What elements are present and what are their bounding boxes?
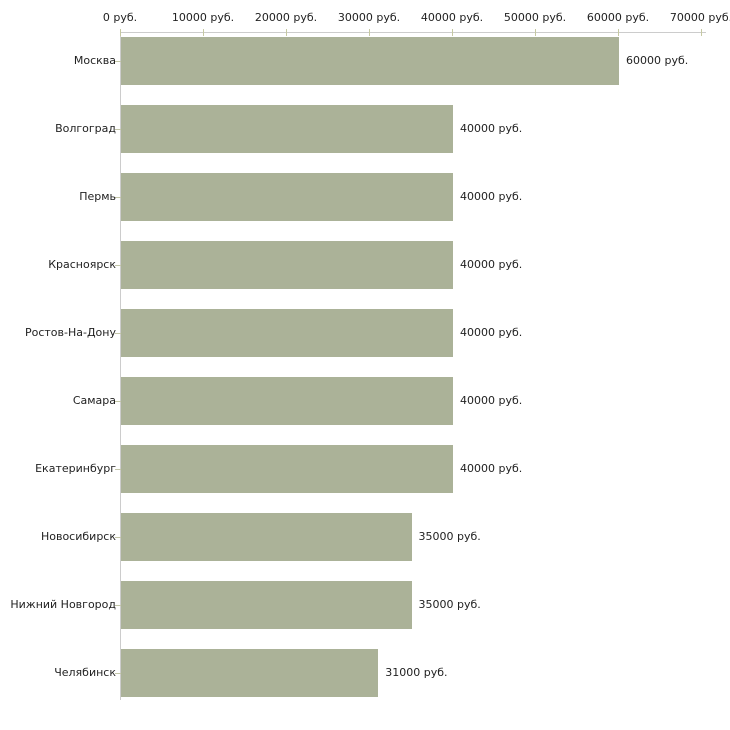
y-axis-tick: [115, 265, 121, 266]
y-axis-tick: [115, 469, 121, 470]
value-label: 40000 руб.: [460, 258, 523, 271]
x-axis-line: [120, 32, 706, 33]
x-axis-tick: [203, 29, 204, 36]
y-axis-tick: [115, 537, 121, 538]
y-axis-tick: [115, 673, 121, 674]
value-label: 40000 руб.: [460, 462, 523, 475]
bar: [121, 173, 453, 221]
category-label: Екатеринбург: [35, 462, 116, 475]
bar: [121, 445, 453, 493]
category-label: Волгоград: [55, 122, 116, 135]
category-label: Пермь: [79, 190, 116, 203]
x-axis-tick: [618, 29, 619, 36]
x-axis-tick-label: 50000 руб.: [503, 11, 567, 24]
category-label: Ростов-На-Дону: [24, 326, 116, 339]
bar: [121, 105, 453, 153]
bar: [121, 309, 453, 357]
x-axis-tick: [120, 29, 121, 36]
bar: [121, 513, 412, 561]
value-label: 31000 руб.: [385, 666, 448, 679]
category-label: Новосибирск: [40, 530, 116, 543]
value-label: 60000 руб.: [626, 54, 689, 67]
y-axis-tick: [115, 61, 121, 62]
category-label: Челябинск: [54, 666, 116, 679]
category-label: Красноярск: [48, 258, 116, 271]
x-axis-tick-label: 70000 руб.: [669, 11, 730, 24]
y-axis-tick: [115, 197, 121, 198]
x-axis-tick-label: 40000 руб.: [420, 11, 484, 24]
y-axis-tick: [115, 401, 121, 402]
category-label: Нижний Новгород: [10, 598, 116, 611]
x-axis-tick-label: 0 руб.: [102, 11, 138, 24]
x-axis-tick: [452, 29, 453, 36]
category-label: Москва: [73, 54, 116, 67]
value-label: 40000 руб.: [460, 394, 523, 407]
bar: [121, 241, 453, 289]
x-axis-tick-label: 60000 руб.: [586, 11, 650, 24]
y-axis-line: [120, 32, 121, 700]
x-axis-tick: [535, 29, 536, 36]
bar: [121, 649, 379, 697]
x-axis-tick: [701, 29, 702, 36]
x-axis-tick-label: 10000 руб.: [171, 11, 235, 24]
y-axis-tick: [115, 129, 121, 130]
x-axis-tick: [286, 29, 287, 36]
y-axis-tick: [115, 333, 121, 334]
bar: [121, 377, 453, 425]
value-label: 40000 руб.: [460, 122, 523, 135]
value-label: 40000 руб.: [460, 190, 523, 203]
x-axis-tick-label: 20000 руб.: [254, 11, 318, 24]
x-axis-tick-label: 30000 руб.: [337, 11, 401, 24]
value-label: 40000 руб.: [460, 326, 523, 339]
value-label: 35000 руб.: [418, 530, 481, 543]
x-axis-tick: [369, 29, 370, 36]
bar: [121, 581, 412, 629]
category-label: Самара: [72, 394, 116, 407]
y-axis-tick: [115, 605, 121, 606]
value-label: 35000 руб.: [418, 598, 481, 611]
bar: [121, 37, 619, 85]
